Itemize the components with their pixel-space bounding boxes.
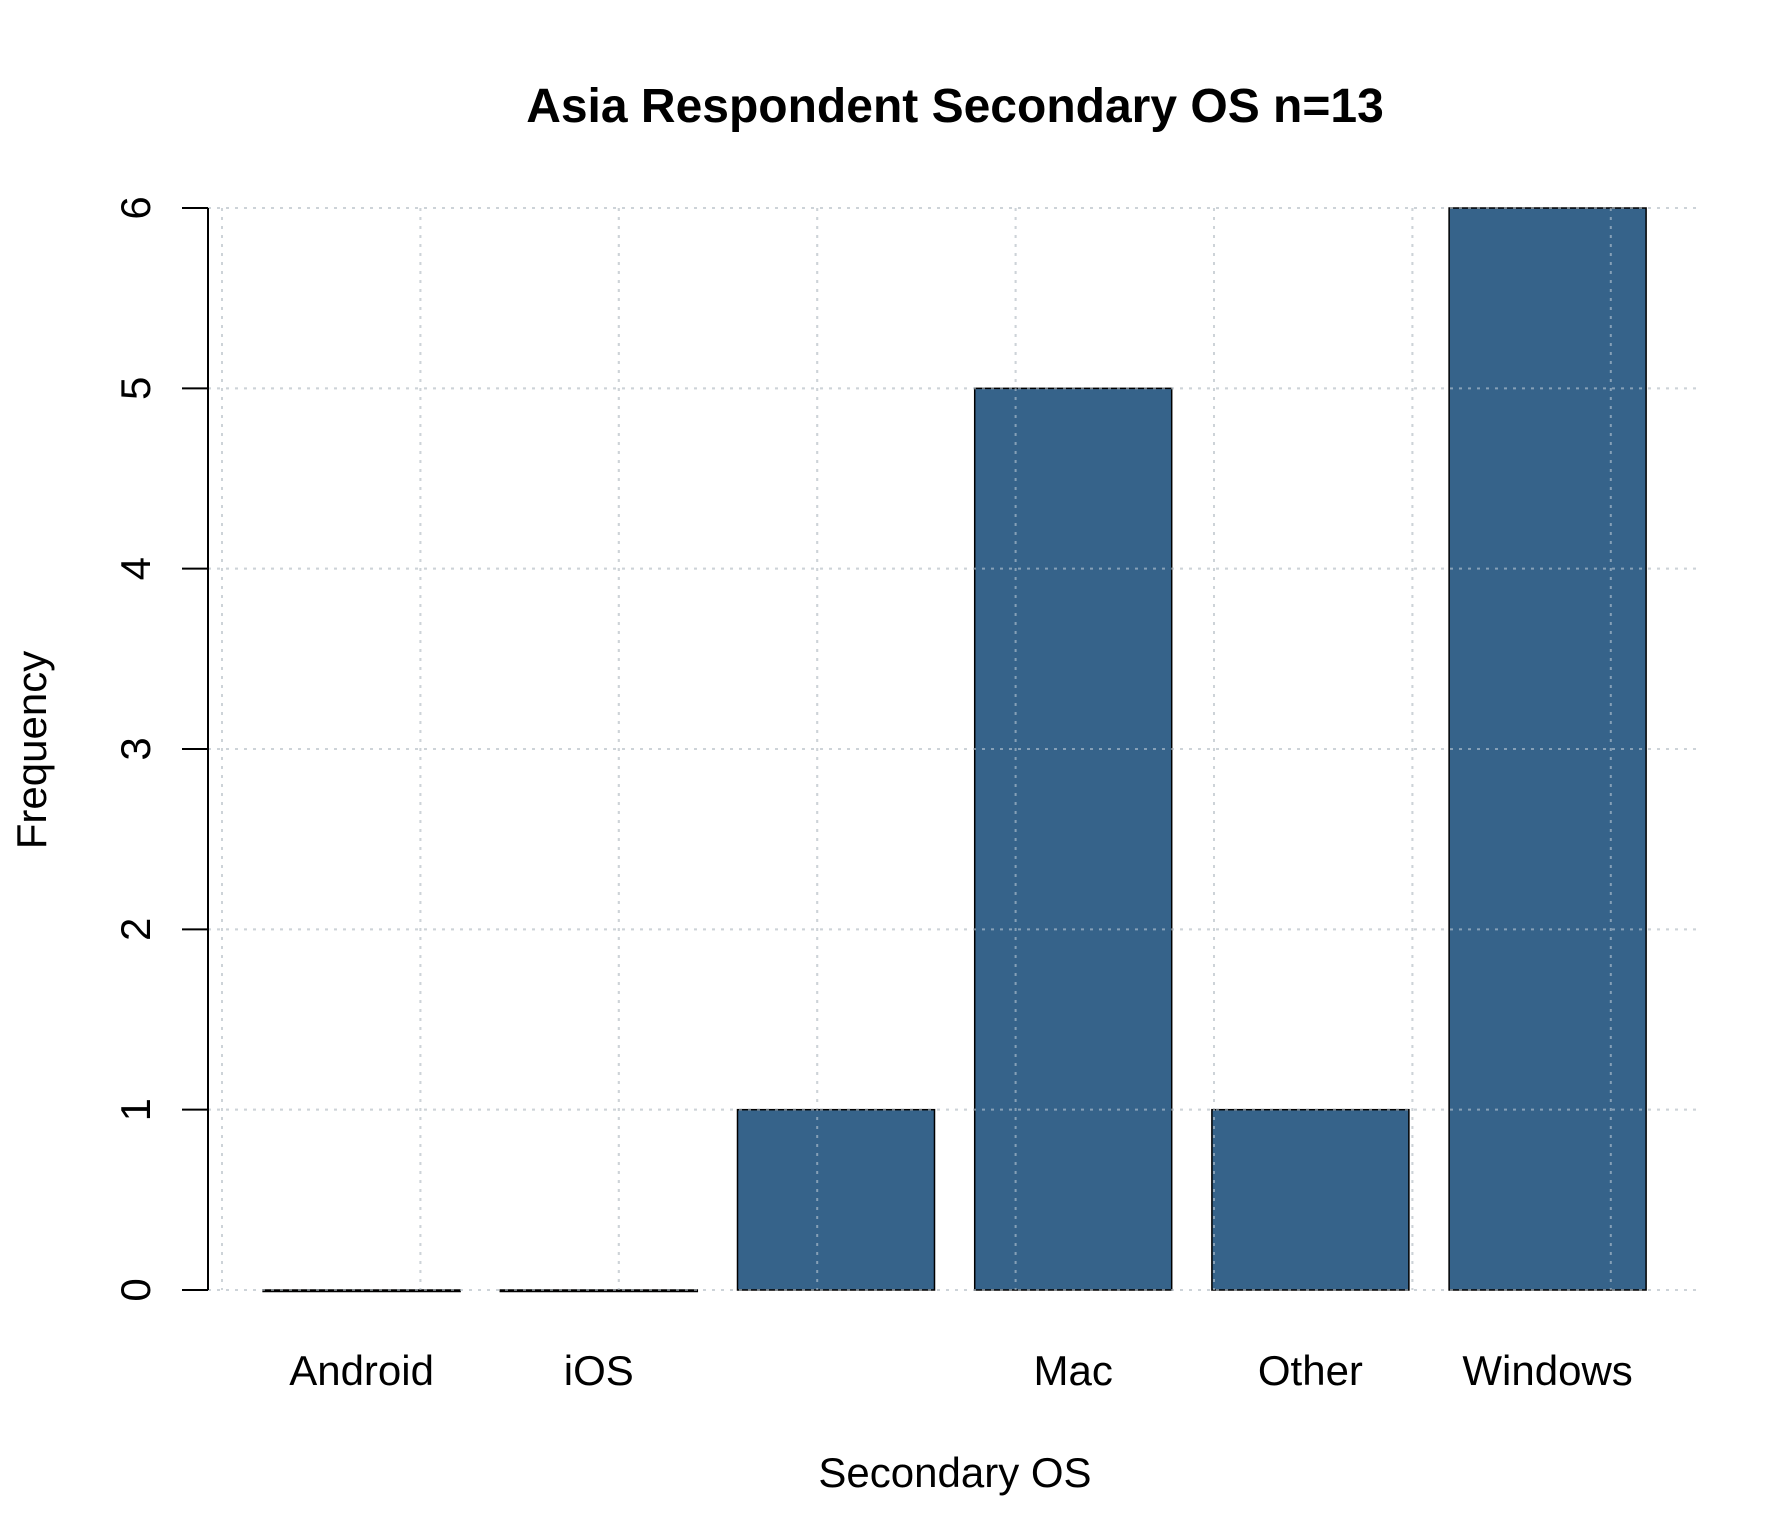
y-tick-label: 5	[112, 377, 159, 400]
x-axis-title: Secondary OS	[818, 1449, 1091, 1496]
x-tick-label: Android	[289, 1347, 434, 1394]
chart-title: Asia Respondent Secondary OS n=13	[526, 80, 1384, 133]
x-tick-label: Windows	[1462, 1347, 1632, 1394]
x-tick-label: iOS	[564, 1347, 634, 1394]
bar-other	[1211, 1108, 1410, 1291]
y-tick-label: 6	[112, 196, 159, 219]
y-axis-title: Frequency	[8, 651, 55, 849]
y-axis: 0 1 2 3 4 5 6	[112, 196, 209, 1302]
x-tick-label: Mac	[1034, 1347, 1113, 1394]
y-tick-label: 1	[112, 1098, 159, 1121]
bar-unlabeled	[736, 1108, 936, 1291]
y-tick-label: 0	[112, 1278, 159, 1301]
grid-overlay	[208, 207, 1700, 1291]
y-tick-label: 2	[112, 918, 159, 941]
y-tick-label: 4	[112, 557, 159, 580]
bar-mac	[973, 387, 1173, 1291]
y-tick-label: 3	[112, 737, 159, 760]
x-tick-label: Other	[1258, 1347, 1363, 1394]
bar-ios	[499, 1289, 699, 1293]
x-tick-labels: Android iOS Mac Other Windows	[289, 1347, 1633, 1394]
